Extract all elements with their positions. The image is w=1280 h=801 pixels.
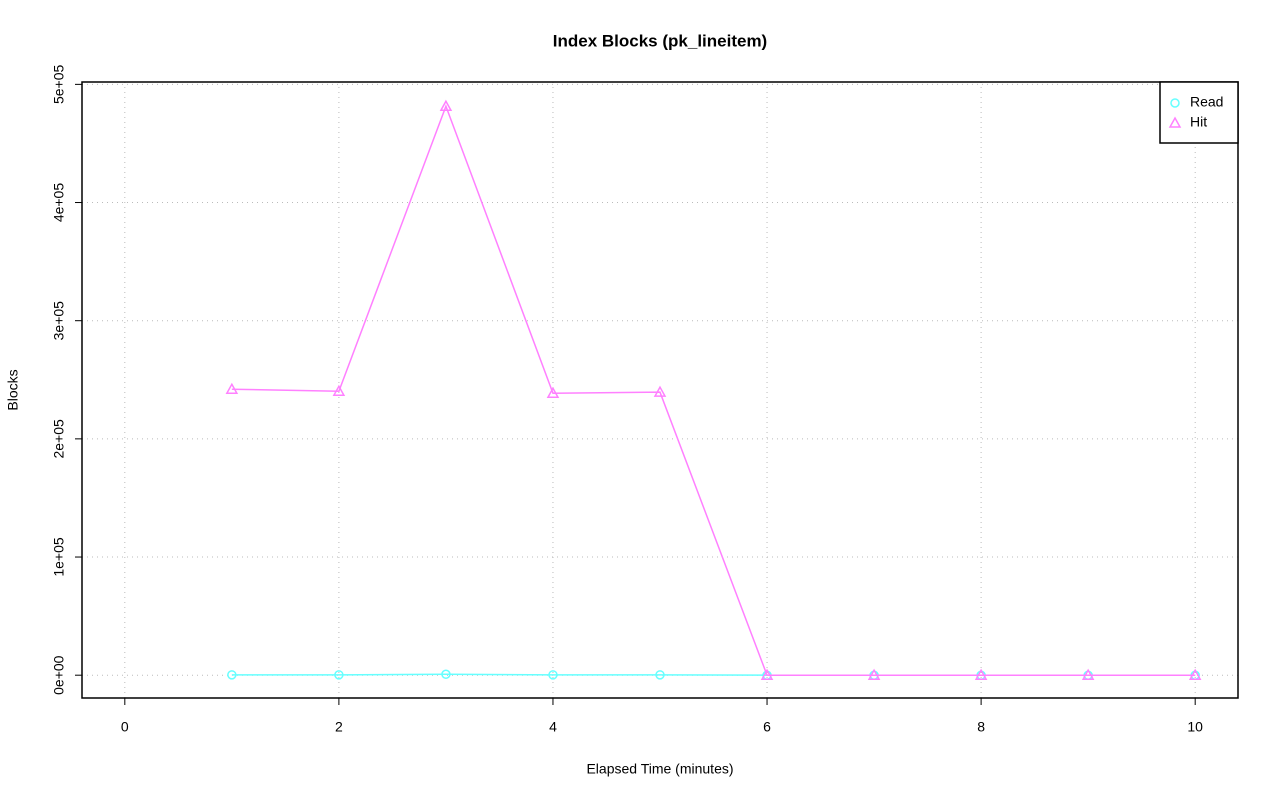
x-tick-label: 0 bbox=[121, 719, 129, 735]
x-tick-label: 6 bbox=[763, 719, 771, 735]
x-tick-label: 4 bbox=[549, 719, 557, 735]
marker bbox=[655, 670, 665, 680]
legend-frame bbox=[1159, 81, 1239, 144]
marker bbox=[334, 670, 344, 680]
marker bbox=[332, 384, 346, 396]
y-tick-label: 4e+05 bbox=[51, 183, 67, 223]
marker bbox=[974, 668, 988, 680]
y-tick-label: 1e+05 bbox=[51, 537, 67, 577]
y-tick-label: 5e+05 bbox=[51, 64, 67, 104]
marker bbox=[760, 668, 774, 680]
x-tick-label: 2 bbox=[335, 719, 343, 735]
marker bbox=[1188, 668, 1202, 680]
marker bbox=[867, 668, 881, 680]
legend-marker bbox=[1170, 98, 1180, 108]
marker bbox=[1081, 668, 1095, 680]
marker bbox=[653, 385, 667, 397]
marker bbox=[548, 670, 558, 680]
marker bbox=[439, 99, 453, 111]
legend-label: Hit bbox=[1190, 114, 1207, 130]
x-tick-label: 10 bbox=[1187, 719, 1203, 735]
y-tick-label: 2e+05 bbox=[51, 419, 67, 459]
y-tick-label: 3e+05 bbox=[51, 301, 67, 341]
y-axis-label: Blocks bbox=[5, 369, 21, 410]
x-tick-label: 8 bbox=[977, 719, 985, 735]
legend-label: Read bbox=[1190, 94, 1223, 110]
chart-title: Index Blocks (pk_lineitem) bbox=[553, 31, 767, 50]
marker bbox=[441, 669, 451, 679]
legend-marker bbox=[1168, 116, 1182, 128]
marker bbox=[225, 382, 239, 394]
marker bbox=[546, 386, 560, 398]
series-line bbox=[231, 104, 1196, 676]
marker bbox=[227, 670, 237, 680]
y-tick-label: 0e+00 bbox=[51, 655, 67, 695]
plot-frame bbox=[81, 81, 1239, 699]
x-axis-label: Elapsed Time (minutes) bbox=[586, 761, 733, 777]
